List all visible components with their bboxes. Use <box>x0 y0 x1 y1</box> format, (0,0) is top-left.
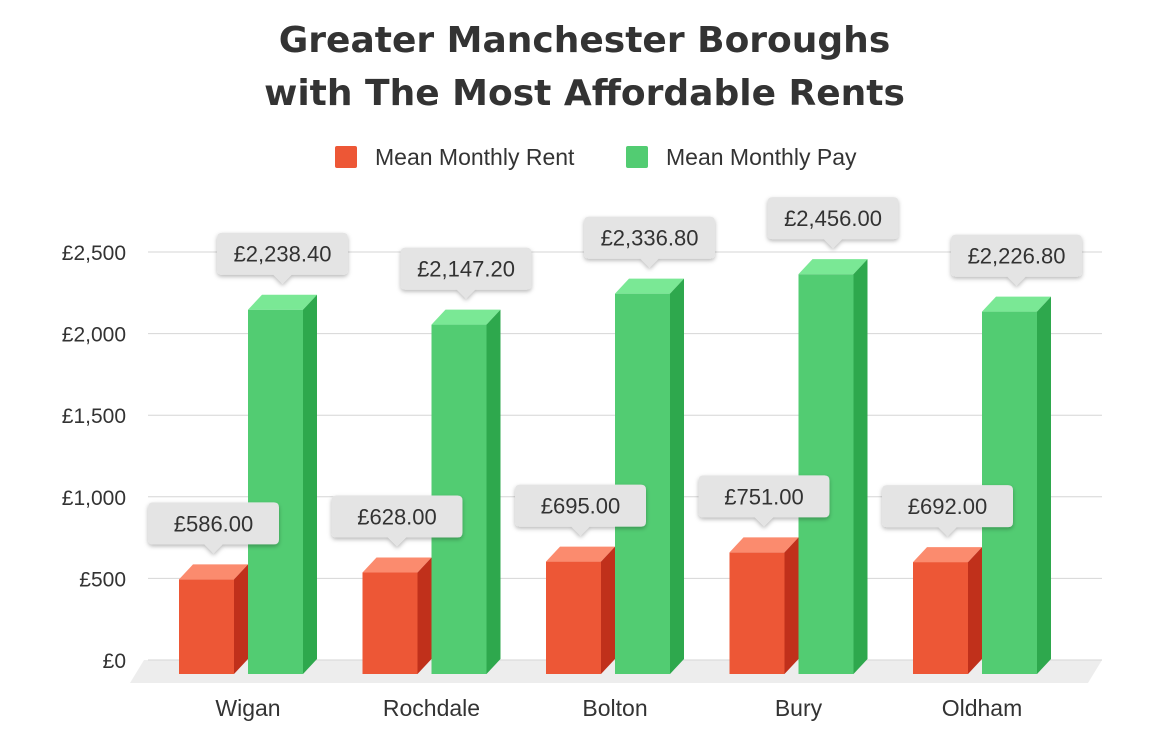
data-label-mean-monthly-rent-rochdale: £628.00 <box>331 495 463 547</box>
bar-mean-monthly-pay-bury <box>798 259 868 674</box>
data-label-mean-monthly-rent-oldham: £692.00 <box>882 485 1013 537</box>
data-label-box <box>515 484 646 536</box>
category-group-bury <box>729 259 868 674</box>
bar-top <box>798 259 868 275</box>
bar-side <box>784 537 799 674</box>
bar-top <box>431 309 501 325</box>
y-tick-label-2500: £2,500 <box>62 242 126 265</box>
bar-side <box>417 557 432 674</box>
data-label-box <box>148 502 279 554</box>
legend-swatch-rent <box>335 146 357 168</box>
data-label-box <box>882 485 1013 537</box>
data-label-box <box>951 234 1082 286</box>
data-label-mean-monthly-pay-wigan: £2,238.40 <box>217 232 348 284</box>
bar-top <box>913 547 982 563</box>
data-label-box <box>331 495 463 547</box>
data-label-text: £2,147.20 <box>417 257 515 282</box>
data-label-mean-monthly-rent-bury: £751.00 <box>698 475 830 527</box>
chart-title-line-2: with The Most Affordable Rents <box>264 73 905 114</box>
category-group-rochdale <box>362 309 501 674</box>
x-tick-label-bolton: Bolton <box>582 695 647 721</box>
y-tick-label-1500: £1,500 <box>62 405 126 428</box>
data-label-text: £695.00 <box>541 494 621 519</box>
category-group-wigan <box>179 294 317 674</box>
data-label-mean-monthly-pay-oldham: £2,226.80 <box>951 234 1082 286</box>
bar-mean-monthly-rent-bolton <box>546 546 615 674</box>
legend: Mean Monthly Rent Mean Monthly Pay <box>0 142 1169 172</box>
legend-label-rent: Mean Monthly Rent <box>375 143 575 170</box>
category-group-oldham <box>913 296 1051 674</box>
data-label-box <box>400 247 532 299</box>
bar-front <box>179 579 234 674</box>
data-label-text: £2,456.00 <box>784 206 882 231</box>
legend-item-mean-monthly-rent: Mean Monthly Rent <box>335 142 574 172</box>
x-tick-label-bury: Bury <box>775 695 823 721</box>
bar-top <box>546 546 615 562</box>
data-label-text: £2,226.80 <box>968 244 1066 269</box>
y-tick-label-1000: £1,000 <box>62 487 126 510</box>
bar-front <box>913 562 968 674</box>
data-label-mean-monthly-rent-wigan: £586.00 <box>148 502 279 554</box>
bar-side <box>670 278 684 674</box>
legend-swatch-pay <box>626 146 648 168</box>
data-label-text: £751.00 <box>724 484 804 509</box>
data-label-box <box>584 216 715 268</box>
category-group-bolton <box>546 278 684 674</box>
data-label-text: £692.00 <box>908 494 988 519</box>
legend-item-mean-monthly-pay: Mean Monthly Pay <box>626 142 856 172</box>
bar-front <box>798 274 854 674</box>
chart-title: Greater Manchester Boroughs with The Mos… <box>0 14 1169 120</box>
bar-top <box>248 294 317 310</box>
y-tick-label-2000: £2,000 <box>62 324 126 347</box>
bar-mean-monthly-pay-wigan <box>248 294 317 674</box>
x-tick-label-oldham: Oldham <box>942 695 1023 721</box>
bar-front <box>362 572 418 674</box>
bar-mean-monthly-pay-bolton <box>615 278 684 674</box>
bar-top <box>729 537 799 553</box>
bar-front <box>615 293 670 674</box>
bar-top <box>615 278 684 294</box>
data-label-text: £586.00 <box>174 511 254 536</box>
bar-top <box>362 557 432 573</box>
bar-mean-monthly-rent-wigan <box>179 564 248 674</box>
data-label-mean-monthly-pay-rochdale: £2,147.20 <box>400 247 532 299</box>
x-tick-label-rochdale: Rochdale <box>383 695 480 721</box>
bar-front <box>729 552 785 674</box>
legend-label-pay: Mean Monthly Pay <box>666 143 857 170</box>
data-label-box <box>767 197 899 249</box>
chart-title-line-1: Greater Manchester Boroughs <box>278 20 891 61</box>
bar-side <box>486 309 501 674</box>
x-tick-label-wigan: Wigan <box>215 695 280 721</box>
bar-side <box>601 546 615 674</box>
bar-mean-monthly-rent-bury <box>729 537 799 674</box>
bar-mean-monthly-pay-rochdale <box>431 309 501 674</box>
bar-top <box>179 564 248 580</box>
data-label-text: £628.00 <box>357 505 437 530</box>
bar-top <box>982 296 1051 312</box>
bar-side <box>853 259 868 674</box>
data-label-text: £2,336.80 <box>601 226 699 251</box>
bar-front <box>248 309 303 674</box>
bar-side <box>303 294 317 674</box>
bar-side <box>968 547 982 674</box>
bar-mean-monthly-rent-oldham <box>913 547 982 674</box>
bar-side <box>234 564 248 674</box>
data-label-mean-monthly-rent-bolton: £695.00 <box>515 484 646 536</box>
data-label-box <box>217 232 348 284</box>
y-tick-label-0: £0 <box>103 650 126 673</box>
data-label-mean-monthly-pay-bolton: £2,336.80 <box>584 216 715 268</box>
bar-front <box>546 561 601 674</box>
bar-side <box>1037 296 1051 674</box>
data-label-text: £2,238.40 <box>234 242 332 267</box>
data-label-mean-monthly-pay-bury: £2,456.00 <box>767 197 899 249</box>
data-label-box <box>698 475 830 527</box>
y-tick-label-500: £500 <box>79 568 126 591</box>
bar-mean-monthly-rent-rochdale <box>362 557 432 674</box>
